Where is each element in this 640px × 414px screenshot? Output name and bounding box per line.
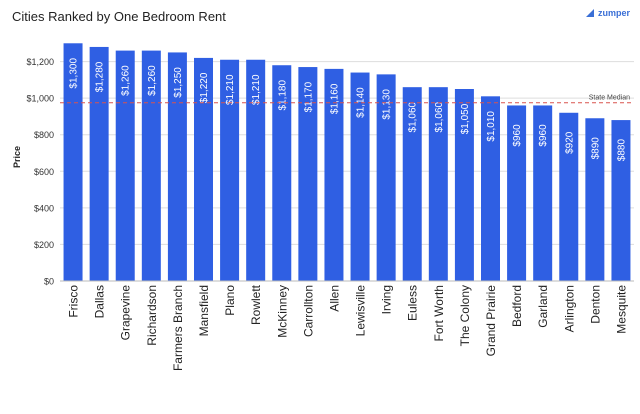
bar bbox=[89, 46, 109, 281]
bar-data-label: $1,260 bbox=[121, 65, 132, 96]
y-tick-label: $1,000 bbox=[26, 94, 54, 104]
x-tick-label: Grapevine bbox=[119, 285, 133, 341]
x-tick-label: Rowlett bbox=[249, 284, 263, 325]
x-tick-label: Fort Worth bbox=[432, 285, 446, 341]
median-reference-label: State Median bbox=[589, 95, 630, 102]
bar-data-label: $890 bbox=[590, 137, 601, 160]
bar-data-label: $1,180 bbox=[277, 80, 288, 111]
bar bbox=[194, 57, 213, 281]
y-tick-label: $1,200 bbox=[26, 57, 54, 67]
bar bbox=[115, 50, 135, 281]
x-tick-label: Garland bbox=[536, 285, 550, 328]
bar bbox=[141, 50, 161, 281]
y-tick-label: $600 bbox=[34, 167, 54, 177]
bar-data-label: $1,130 bbox=[382, 89, 393, 120]
bar-data-label: $1,010 bbox=[486, 111, 497, 142]
y-tick-label: $0 bbox=[44, 277, 54, 287]
x-tick-label: Richardson bbox=[145, 285, 159, 346]
zumper-logo-icon bbox=[585, 9, 594, 17]
bar-data-label: $1,220 bbox=[199, 72, 210, 103]
x-tick-label: Grand Prairie bbox=[484, 285, 498, 357]
bar-data-label: $1,050 bbox=[460, 103, 471, 134]
x-tick-label: Bedford bbox=[510, 285, 524, 327]
bar-data-label: $1,260 bbox=[147, 65, 158, 96]
bar bbox=[533, 105, 553, 281]
x-tick-label: Dallas bbox=[93, 285, 107, 318]
bar-data-label: $1,160 bbox=[329, 83, 340, 114]
y-tick-label: $200 bbox=[34, 240, 54, 250]
bar bbox=[507, 105, 527, 281]
y-tick-label: $800 bbox=[34, 130, 54, 140]
bar bbox=[298, 67, 318, 281]
bar bbox=[559, 112, 579, 282]
x-tick-label: The Colony bbox=[458, 285, 472, 346]
x-tick-label: Carrollton bbox=[301, 285, 315, 337]
x-tick-label: Euless bbox=[406, 285, 420, 321]
bar bbox=[167, 52, 187, 281]
bar-data-label: $1,170 bbox=[303, 81, 314, 112]
bar bbox=[246, 59, 266, 281]
x-tick-label: Plano bbox=[223, 285, 237, 316]
chart-title: Cities Ranked by One Bedroom Rent bbox=[12, 9, 226, 24]
bar-data-label: $1,210 bbox=[251, 74, 262, 105]
bar-data-label: $1,060 bbox=[408, 101, 419, 132]
bar bbox=[402, 87, 422, 282]
bar bbox=[272, 65, 292, 281]
x-tick-label: Frisco bbox=[67, 285, 81, 318]
bar bbox=[481, 96, 500, 281]
x-tick-label: Irving bbox=[380, 285, 394, 314]
bar-data-label: $1,060 bbox=[434, 101, 445, 132]
bar-data-label: $960 bbox=[538, 124, 549, 147]
x-tick-label: Denton bbox=[588, 285, 602, 324]
bar bbox=[611, 120, 631, 281]
bar bbox=[376, 74, 396, 281]
brand-logo: zumper bbox=[585, 8, 630, 18]
bar-data-label: $1,280 bbox=[95, 61, 106, 92]
x-tick-label: Arlington bbox=[562, 285, 576, 332]
bar-data-label: $920 bbox=[564, 131, 575, 154]
bar-data-label: $1,300 bbox=[69, 58, 80, 89]
x-tick-label: Allen bbox=[327, 285, 341, 312]
brand-name: zumper bbox=[597, 8, 630, 18]
bar bbox=[454, 89, 474, 281]
x-tick-label: Mansfield bbox=[197, 285, 211, 336]
x-tick-label: Farmers Branch bbox=[171, 285, 185, 371]
bar bbox=[428, 87, 448, 282]
bar bbox=[585, 118, 605, 281]
bar-data-label: $1,210 bbox=[225, 74, 236, 105]
y-tick-label: $400 bbox=[34, 203, 54, 213]
bar-data-label: $1,250 bbox=[173, 67, 184, 98]
bar-data-label: $880 bbox=[616, 139, 627, 162]
x-tick-label: Mesquite bbox=[614, 285, 628, 334]
bar bbox=[220, 59, 240, 281]
y-axis-title: Price bbox=[12, 146, 22, 168]
bar bbox=[324, 68, 344, 281]
bar-data-label: $960 bbox=[512, 124, 523, 147]
bar bbox=[350, 72, 370, 282]
x-tick-label: Lewisville bbox=[354, 285, 368, 337]
x-tick-label: McKinney bbox=[275, 285, 289, 338]
